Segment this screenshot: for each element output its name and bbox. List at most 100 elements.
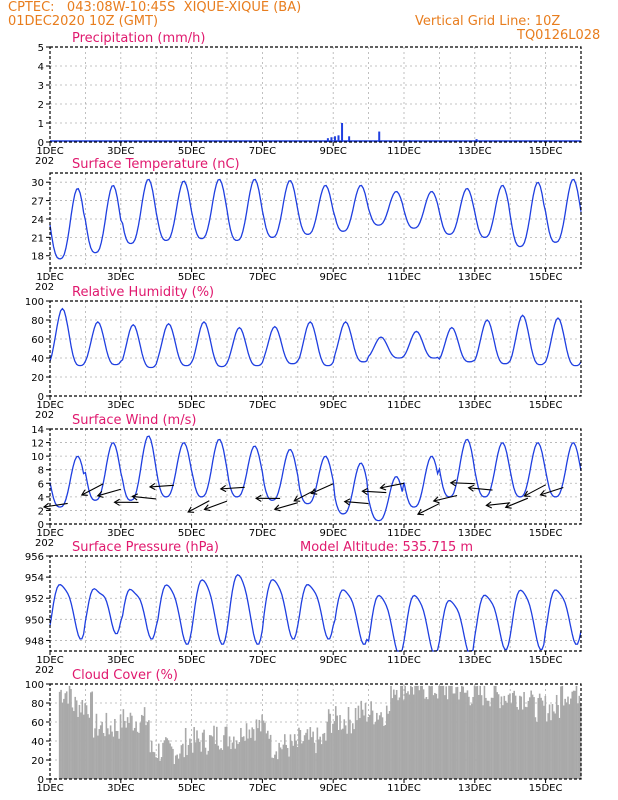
year-label: 202 [35,156,54,167]
x-tick-label: 3DEC [107,528,134,539]
cloud-bar [308,739,310,779]
cloud-bar [227,746,229,779]
cloud-bar [70,689,72,779]
cloud-bar [119,714,122,779]
cloud-bar [504,700,507,779]
cloud-bar [356,720,358,779]
cloud-bar [115,730,118,779]
cloud-bar [490,697,493,779]
cloud-bar [330,732,333,779]
cloud-bar [267,730,269,779]
cloud-bar [133,727,136,779]
cloud-bar [568,704,571,779]
cloud-bar [507,694,510,779]
cloud-bar [492,697,494,779]
cloud-bar [90,692,92,779]
cloud-bar [125,727,128,779]
cloud-bar [458,699,460,779]
cloud-bar [95,713,98,779]
x-tick-label: 1DEC [36,272,63,283]
cloud-bar [238,742,241,779]
cloud-bar [129,712,132,779]
cloud-bar [251,727,254,779]
cloud-bar [218,749,221,779]
plot-frame [49,172,582,269]
cloud-bar [346,733,348,779]
cloud-bar [516,706,518,779]
x-tick-label: 13DEC [458,528,492,539]
cloud-bar [312,731,314,779]
cloud-bar [189,738,191,779]
cloud-bar [138,732,140,779]
cloud-bar [300,743,303,779]
cloud-bar [439,685,442,779]
cloud-bar [496,692,498,779]
x-tick-label: 3DEC [107,400,134,411]
cloud-bar [242,736,245,779]
cloud-bar [543,705,545,779]
cloud-bar [453,693,456,779]
humidity-title: Relative Humidity (%) [72,285,214,300]
cloud-bar [203,729,205,779]
cloud-bar [432,695,435,779]
cloud-bar [427,699,429,779]
cloud-bar [315,753,317,779]
cloud-bar [326,721,329,779]
cloud-bar [75,700,78,779]
cloud-bar [64,693,67,779]
cloud-bar [575,685,578,779]
cloud-bar [87,714,89,779]
cloud-bar [73,711,75,779]
cloud-bar [165,737,167,779]
cloud-bar [313,742,316,779]
cloud-bar [357,705,360,779]
cloud-bar [172,748,174,779]
cloud-bar [434,692,436,779]
cloud-bar [332,723,334,779]
cloud-bar [374,722,377,779]
cloud-bar [139,722,142,779]
cloud-bar [502,705,504,779]
x-tick-label: 9DEC [320,528,347,539]
cloud-bar [299,730,302,779]
y-tick-label: 950 [25,615,44,626]
cloud-bar [487,700,490,779]
cloud-bar [385,705,388,779]
cloud-bar [570,698,572,779]
cloud-bar [194,742,197,779]
cloud-bar [574,690,576,779]
cloud-bar [114,718,116,779]
cloud-bar [463,692,466,779]
precipitation-panel: 0 1 2 3 4 5 1DEC 3DEC 5DEC 7DEC 9DEC 11DEC 13DEC 15DE… [35,31,582,167]
wind-arrow [80,483,104,496]
cloud-bar [160,757,163,779]
x-tick-label: 15DEC [529,146,563,157]
cloud-bar [78,704,81,779]
x-tick-label: 11DEC [387,783,421,794]
x-tick-label: 5DEC [178,783,205,794]
cloud-bar [174,755,177,779]
cloud-bar [67,703,69,779]
y-tick-label: 1 [38,119,44,130]
cloud-bar [247,738,249,779]
cloud-bar [217,745,220,779]
cloud-bar [255,719,258,779]
cloud-bar [201,732,204,779]
cloud-bar [407,691,409,779]
cloud-bar [511,692,514,779]
cloud-bar [167,740,170,779]
cloud-bar [551,704,554,779]
precipitation-title: Precipitation (mm/h) [72,31,205,46]
cloud-bar [94,728,96,779]
cloud-bar [545,721,548,779]
x-tick-label: 9DEC [320,272,347,283]
y-tick-label: 4 [38,493,44,504]
cloud-bar [254,740,256,779]
cloud-bar [302,741,305,779]
cloud-bar [190,742,193,779]
cloud-bar [233,736,235,779]
humidity-panel: 0 20 40 60 80 100 1DEC 3DEC 5DEC 7DEC 9DEC 11DEC 13D… [25,285,582,421]
wind-arrow [485,501,511,509]
cloud-bar [179,753,181,779]
